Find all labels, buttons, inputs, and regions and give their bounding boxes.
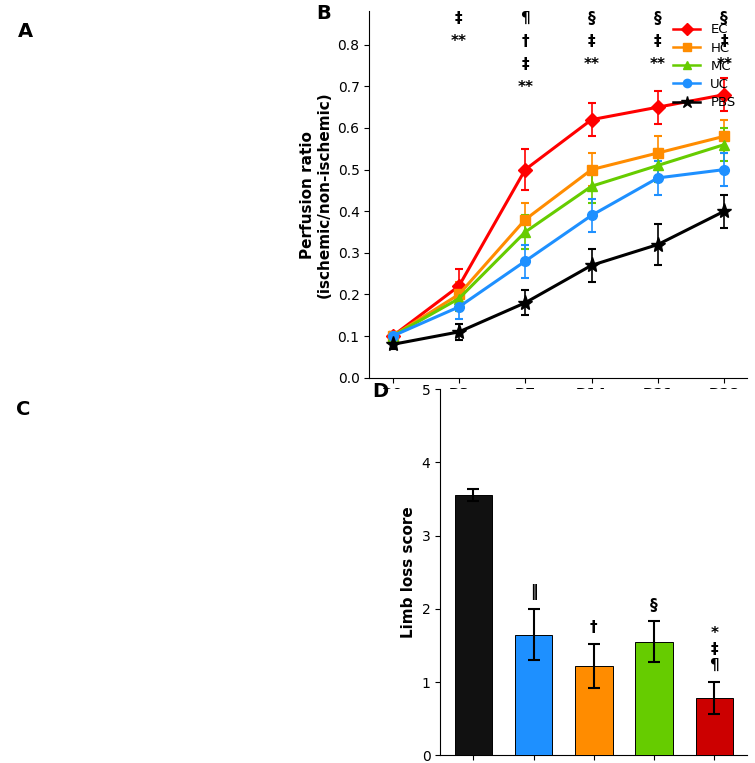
Text: *: * [710, 626, 718, 641]
Text: ‡: ‡ [720, 34, 728, 49]
Text: ¶: ¶ [520, 11, 530, 26]
Bar [455, 495, 492, 755]
Text: A: A [18, 22, 33, 41]
Legend: EC, HC, MC, UC, PBS: EC, HC, MC, UC, PBS [668, 18, 741, 114]
Text: †: † [522, 34, 529, 49]
Text: §: § [650, 597, 658, 613]
Y-axis label: Limb loss score: Limb loss score [401, 507, 416, 638]
Text: ¶: ¶ [710, 658, 720, 673]
Text: §: § [720, 11, 728, 26]
Text: ‡: ‡ [710, 642, 718, 657]
Bar [575, 666, 612, 755]
Bar [695, 698, 733, 755]
Bar [515, 635, 553, 755]
Text: §: § [654, 11, 662, 26]
Text: ‡: ‡ [522, 56, 529, 72]
Y-axis label: Perfusion ratio
(ischemic/non-ischemic): Perfusion ratio (ischemic/non-ischemic) [300, 92, 332, 298]
Text: †: † [590, 620, 598, 636]
Text: C: C [16, 400, 30, 419]
Text: B: B [316, 4, 331, 23]
Text: **: ** [584, 56, 599, 72]
Text: **: ** [650, 56, 666, 72]
Text: ‡: ‡ [654, 34, 661, 49]
Text: D: D [373, 382, 389, 401]
Text: ‡: ‡ [587, 34, 596, 49]
Text: **: ** [716, 56, 732, 72]
Text: ‡: ‡ [455, 11, 463, 26]
Text: **: ** [451, 34, 467, 49]
Text: §: § [587, 11, 596, 26]
Bar [636, 642, 673, 755]
Text: ‖: ‖ [530, 584, 538, 600]
Text: **: ** [517, 79, 533, 95]
